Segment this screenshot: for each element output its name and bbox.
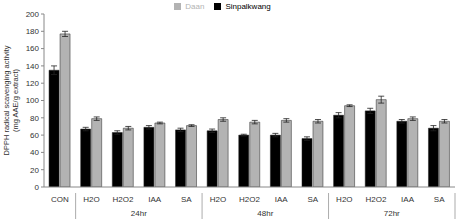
svg-text:100: 100	[26, 96, 40, 105]
svg-text:H2O2: H2O2	[113, 195, 134, 204]
svg-text:120: 120	[26, 79, 40, 88]
svg-text:40: 40	[30, 148, 39, 157]
svg-text:H2O2: H2O2	[366, 195, 387, 204]
svg-text:H2O: H2O	[210, 195, 226, 204]
svg-text:200: 200	[26, 10, 40, 19]
svg-text:SA: SA	[434, 195, 445, 204]
svg-text:72hr: 72hr	[384, 209, 400, 218]
html-text:Daan: Daan	[185, 2, 205, 11]
svg-text:H2O2: H2O2	[239, 195, 260, 204]
svg-text:IAA: IAA	[275, 195, 289, 204]
html-text:Sinpalkwang: Sinpalkwang	[225, 2, 271, 11]
svg-text:DPPH radical scavenging activi: DPPH radical scavenging activity(mg AAE/…	[8, 45, 20, 155]
svg-text:180: 180	[26, 27, 40, 36]
svg-text:80: 80	[30, 114, 39, 123]
svg-text:H2O: H2O	[83, 195, 99, 204]
svg-text:CON: CON	[51, 195, 69, 204]
svg-text:IAA: IAA	[401, 195, 415, 204]
svg-text:160: 160	[26, 44, 40, 53]
svg-text:SA: SA	[307, 195, 318, 204]
svg-text:20: 20	[30, 166, 39, 175]
svg-text:IAA: IAA	[148, 195, 162, 204]
svg-text:24hr: 24hr	[131, 209, 147, 218]
svg-text:48hr: 48hr	[257, 209, 273, 218]
svg-text:140: 140	[26, 62, 40, 71]
svg-text:SA: SA	[181, 195, 192, 204]
svg-text:H2O: H2O	[336, 195, 352, 204]
svg-text:0: 0	[35, 183, 40, 192]
svg-text:60: 60	[30, 131, 39, 140]
